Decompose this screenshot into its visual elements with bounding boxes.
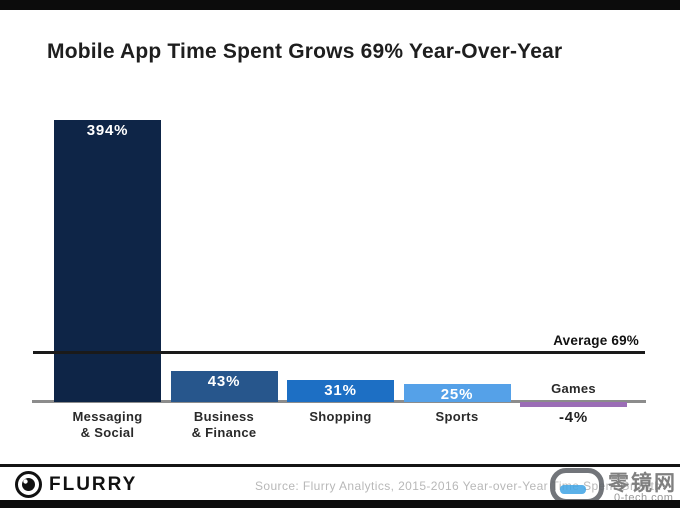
watermark-blue-pill-icon (560, 485, 586, 494)
value-label-sports: 25% (440, 386, 474, 403)
bottom-border (0, 500, 680, 508)
bar-messaging-social: 394% (54, 120, 161, 402)
category-label-messaging-social: Messaging & Social (72, 409, 143, 440)
flurry-logo-text: FLURRY (49, 474, 138, 495)
value-label-games: -4% (558, 409, 589, 426)
category-label-shopping: Shopping (309, 409, 372, 424)
chart-area: 394% Messaging & Social 43% Business & Financ… (32, 120, 646, 440)
footer-divider (0, 464, 680, 467)
bar-business-finance: 43% (170, 371, 278, 402)
value-label-business-finance: 43% (207, 373, 241, 390)
value-label-messaging-social: 394% (86, 122, 129, 139)
bar-shopping: 31% (287, 380, 394, 402)
bar-sports: 25% (403, 384, 511, 403)
average-label: Average 69% (553, 333, 639, 348)
page-title: Mobile App Time Spent Grows 69% Year-Ove… (47, 40, 563, 63)
category-label-business-finance: Business & Finance (191, 409, 257, 440)
watermark-badge-icon (550, 468, 604, 504)
value-label-shopping: 31% (324, 382, 357, 399)
category-label-sports: Sports (435, 409, 479, 424)
average-line (33, 351, 645, 354)
watermark-site-name: 零镜网 (608, 472, 677, 495)
average-line-group: Average 69% (33, 332, 645, 354)
category-label-games: Games (551, 381, 596, 396)
bar-games (520, 402, 627, 407)
top-border (0, 0, 680, 10)
flurry-logo-icon (15, 471, 42, 498)
